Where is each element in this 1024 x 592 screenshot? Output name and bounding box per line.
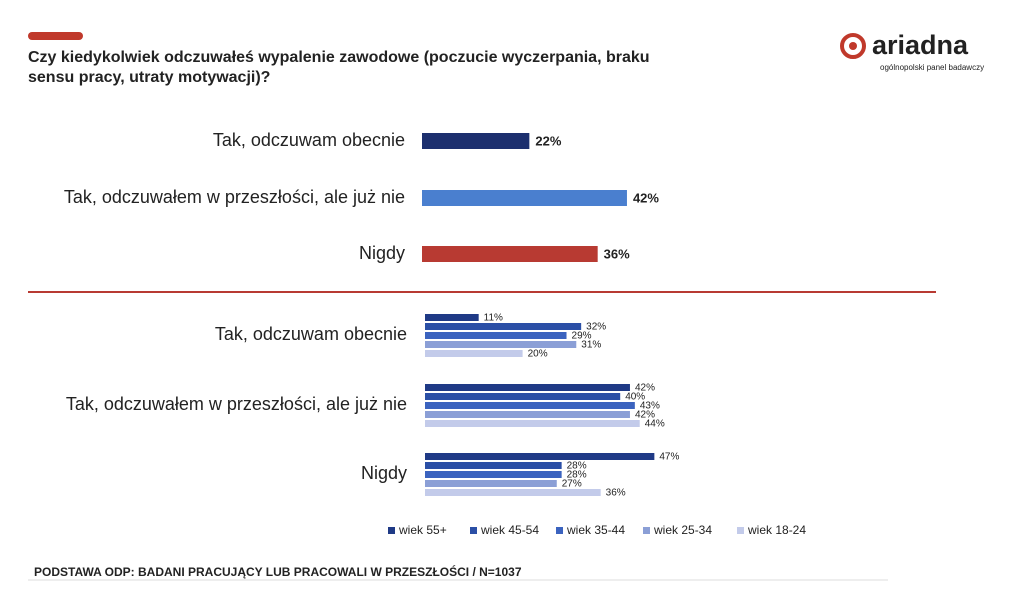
- value-label: 31%: [581, 340, 601, 351]
- bar: [425, 341, 577, 348]
- value-label: 28%: [567, 461, 587, 472]
- bar: [425, 471, 562, 478]
- bar: [422, 190, 627, 206]
- value-label: 42%: [633, 190, 659, 205]
- value-label: 43%: [640, 401, 660, 412]
- bar: [425, 453, 655, 460]
- legend-label: wiek 18-24: [747, 523, 806, 537]
- value-label: 42%: [635, 383, 655, 394]
- legend-label: wiek 35-44: [566, 523, 625, 537]
- legend-swatch: [737, 527, 744, 534]
- value-label: 22%: [535, 133, 561, 148]
- legend-label: wiek 25-34: [653, 523, 712, 537]
- bar: [425, 420, 640, 427]
- category-label: Nigdy: [359, 243, 405, 263]
- value-label: 42%: [635, 410, 655, 421]
- logo-name: ariadna: [872, 30, 969, 60]
- category-label: Tak, odczuwałem w przeszłości, ale już n…: [66, 394, 407, 414]
- bar: [425, 393, 621, 400]
- value-label: 20%: [528, 349, 548, 360]
- legend-swatch: [643, 527, 650, 534]
- value-label: 36%: [606, 488, 626, 499]
- legend-label: wiek 55+: [398, 523, 447, 537]
- logo-icon-dot: [849, 42, 857, 50]
- value-label: 28%: [567, 470, 587, 481]
- bar: [425, 350, 523, 357]
- value-label: 44%: [645, 419, 665, 430]
- legend-label: wiek 45-54: [480, 523, 539, 537]
- value-label: 27%: [562, 479, 582, 490]
- legend-swatch: [388, 527, 395, 534]
- legend-swatch: [470, 527, 477, 534]
- legend-swatch: [556, 527, 563, 534]
- accent-bar: [28, 32, 83, 40]
- bar: [425, 314, 479, 321]
- category-label: Tak, odczuwam obecnie: [213, 130, 405, 150]
- bar: [425, 323, 582, 330]
- bar: [425, 489, 601, 496]
- chart-title: Czy kiedykolwiek odczuwałeś wypalenie za…: [28, 49, 650, 86]
- bar: [425, 332, 567, 339]
- value-label: 47%: [659, 452, 679, 463]
- value-label: 36%: [604, 246, 630, 261]
- bar: [425, 480, 557, 487]
- bar: [422, 246, 598, 262]
- category-label: Nigdy: [361, 463, 407, 483]
- bar: [422, 133, 530, 149]
- logo-icon: [840, 33, 866, 59]
- bar: [425, 462, 562, 469]
- category-label: Tak, odczuwałem w przeszłości, ale już n…: [64, 187, 405, 207]
- value-label: 40%: [625, 392, 645, 403]
- bar: [425, 402, 635, 409]
- value-label: 29%: [572, 331, 592, 342]
- logo-tagline: ogólnopolski panel badawczy: [880, 63, 984, 72]
- value-label: 11%: [484, 313, 503, 324]
- bar: [425, 384, 630, 391]
- logo: ariadna ogólnopolski panel badawczy: [840, 30, 984, 72]
- value-label: 32%: [586, 322, 606, 333]
- footer: PODSTAWA ODP: BADANI PRACUJĄCY LUB PRACO…: [34, 564, 522, 579]
- category-label: Tak, odczuwam obecnie: [215, 324, 407, 344]
- bar: [425, 411, 630, 418]
